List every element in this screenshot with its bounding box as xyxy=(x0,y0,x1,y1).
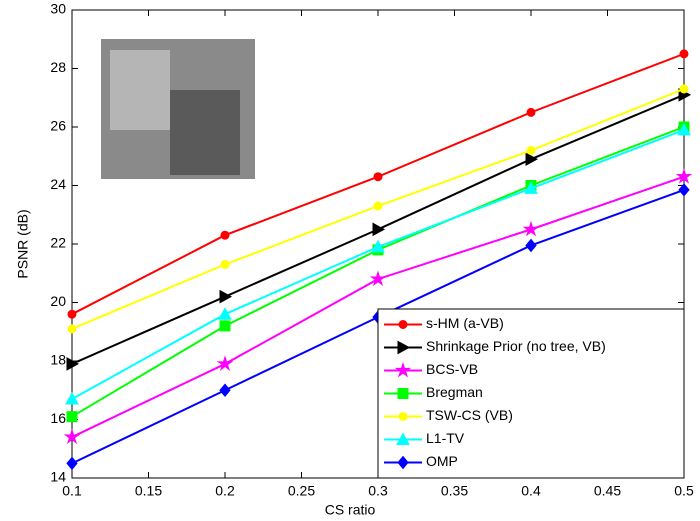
legend-marker xyxy=(397,455,409,470)
inset-image-detail xyxy=(110,50,170,130)
x-tick-label: 0.3 xyxy=(368,483,388,499)
inset-image-detail xyxy=(170,90,240,175)
marker xyxy=(526,145,536,155)
legend-marker xyxy=(396,432,410,445)
marker xyxy=(369,270,387,287)
marker xyxy=(67,309,77,319)
marker xyxy=(679,84,689,94)
legend-label: Shrinkage Prior (no tree, VB) xyxy=(426,338,606,354)
x-axis-label: CS ratio xyxy=(325,502,376,518)
x-tick-label: 0.4 xyxy=(521,483,541,499)
marker xyxy=(220,230,230,240)
marker xyxy=(372,222,386,237)
x-tick-label: 0.35 xyxy=(441,483,468,499)
marker xyxy=(677,122,691,136)
marker xyxy=(524,181,538,194)
y-tick-label: 28 xyxy=(50,59,66,75)
marker xyxy=(219,289,233,304)
marker xyxy=(525,238,537,253)
y-tick-label: 18 xyxy=(50,352,66,368)
y-axis-label: PSNR (dB) xyxy=(15,209,31,278)
marker xyxy=(679,49,689,59)
marker xyxy=(522,220,540,237)
marker xyxy=(675,168,693,184)
legend-marker xyxy=(398,320,408,329)
legend-marker xyxy=(398,412,408,421)
marker xyxy=(218,307,232,320)
marker xyxy=(67,324,77,334)
marker xyxy=(373,172,383,182)
legend-label: TSW-CS (VB) xyxy=(426,407,513,423)
marker xyxy=(66,357,80,371)
legend-box xyxy=(377,308,685,479)
marker xyxy=(220,259,230,269)
marker xyxy=(66,411,78,423)
y-tick-label: 20 xyxy=(50,293,66,309)
legend-label: BCS-VB xyxy=(426,361,478,377)
marker xyxy=(63,428,81,445)
y-tick-label: 26 xyxy=(50,118,66,134)
y-tick-label: 24 xyxy=(50,176,66,192)
x-tick-label: 0.1 xyxy=(62,483,82,499)
y-tick-label: 16 xyxy=(50,410,66,426)
legend-label: OMP xyxy=(426,453,458,469)
y-tick-label: 30 xyxy=(50,1,66,17)
marker xyxy=(526,107,536,117)
marker xyxy=(219,320,231,332)
y-tick-label: 22 xyxy=(50,235,66,251)
legend-label: Bregman xyxy=(426,384,483,400)
marker xyxy=(216,355,234,371)
legend-marker xyxy=(397,388,409,399)
marker xyxy=(678,183,690,197)
marker xyxy=(219,383,231,398)
marker xyxy=(525,152,539,167)
legend-label: L1-TV xyxy=(426,430,465,446)
marker xyxy=(373,201,383,211)
marker xyxy=(66,456,78,471)
marker xyxy=(65,391,79,405)
legend-marker xyxy=(397,340,411,355)
x-tick-label: 0.15 xyxy=(135,483,162,499)
x-tick-label: 0.25 xyxy=(288,483,315,499)
x-tick-label: 0.45 xyxy=(594,483,621,499)
marker xyxy=(371,239,385,253)
legend-label: s-HM (a-VB) xyxy=(426,315,504,331)
legend-marker xyxy=(394,361,412,378)
x-tick-label: 0.2 xyxy=(215,483,235,499)
x-tick-label: 0.5 xyxy=(674,483,694,499)
y-tick-label: 14 xyxy=(50,469,66,485)
